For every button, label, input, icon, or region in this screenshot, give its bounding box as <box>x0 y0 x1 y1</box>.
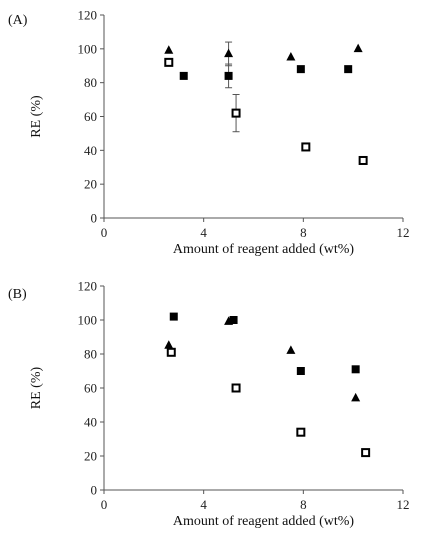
x-tick-label: 12 <box>397 497 410 512</box>
open-square-marker <box>166 347 176 357</box>
y-tick-label: 80 <box>84 347 97 362</box>
y-tick-label: 20 <box>84 177 97 192</box>
triangle-marker <box>286 345 296 354</box>
filled-square-marker <box>344 65 353 74</box>
filled-square-marker <box>224 71 233 80</box>
x-tick-label: 8 <box>300 225 307 240</box>
x-tick-label: 4 <box>200 497 207 512</box>
y-tick-label: 60 <box>84 109 97 124</box>
y-tick-label: 20 <box>84 449 97 464</box>
open-square-marker <box>361 448 371 458</box>
y-tick-label: 40 <box>84 415 97 430</box>
triangle-marker <box>351 392 361 402</box>
y-tick-label: 120 <box>78 8 98 23</box>
filled-square-marker <box>179 71 188 80</box>
x-tick-label: 12 <box>397 225 410 240</box>
y-tick-label: 0 <box>91 483 98 498</box>
filled-square-marker <box>296 367 305 375</box>
triangle-marker <box>353 43 363 53</box>
y-tick-label: 100 <box>78 41 98 56</box>
y-tick-label: 120 <box>78 279 98 294</box>
open-square-marker <box>231 108 241 118</box>
triangle-marker <box>164 45 174 54</box>
y-tick-label: 40 <box>84 143 97 158</box>
panel-label: (A) <box>8 13 28 28</box>
panel-a: (A) 0 20 40 60 80 100 120 0 4 8 12 Amount of reagent… <box>8 8 410 258</box>
open-square-marker <box>296 427 306 437</box>
open-square-marker <box>358 155 368 165</box>
x-axis-label: Amount of reagent added (wt%) <box>173 242 354 257</box>
y-tick-label: 0 <box>91 211 98 226</box>
x-tick-label: 4 <box>200 225 207 240</box>
panel-b: (B) 0 20 40 60 80 100 120 0 4 8 12 Amount of reagent… <box>8 279 410 530</box>
x-tick-label: 0 <box>101 497 108 512</box>
triangle-marker <box>164 340 174 349</box>
filled-square-marker <box>351 365 360 374</box>
y-tick-label: 60 <box>84 381 97 396</box>
y-tick-label: 100 <box>78 313 98 328</box>
x-axis-label: Amount of reagent added (wt%) <box>173 514 354 529</box>
filled-square-marker <box>169 312 178 321</box>
triangle-marker <box>286 52 296 61</box>
y-axis-label: RE (%) <box>29 95 44 138</box>
filled-square-marker <box>296 65 305 74</box>
open-square-marker <box>301 142 311 152</box>
y-axis-label: RE (%) <box>29 366 44 409</box>
filled-square-marker <box>229 316 238 324</box>
x-tick-label: 0 <box>101 225 108 240</box>
open-square-marker <box>164 57 174 67</box>
y-tick-label: 80 <box>84 75 97 90</box>
x-tick-label: 8 <box>300 497 307 512</box>
panel-label: (B) <box>8 287 27 302</box>
triangle-marker <box>224 48 234 58</box>
open-square-marker <box>231 383 241 393</box>
